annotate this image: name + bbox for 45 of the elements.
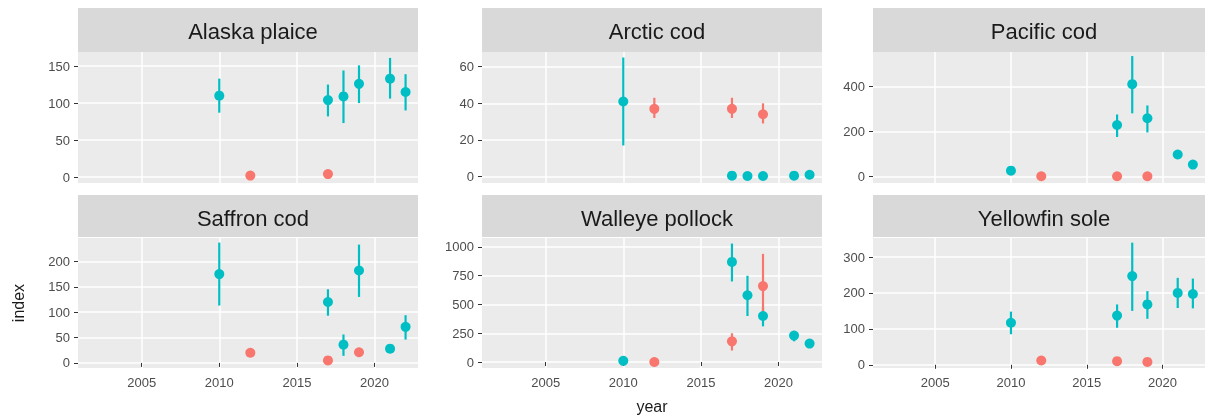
- y-axis-title: index: [9, 283, 27, 323]
- y-tick-label: 500: [452, 297, 474, 312]
- y-tick-label: 50: [55, 330, 70, 346]
- x-tick-label: 2015: [282, 375, 312, 390]
- x-tick-label: 2015: [686, 375, 716, 390]
- x-tick-label: 2010: [996, 375, 1026, 390]
- x-tick-label: 2005: [531, 375, 561, 390]
- x-tick-label: 2005: [127, 375, 157, 390]
- x-tick-label: 2020: [1148, 375, 1178, 390]
- y-tick-label: 0: [857, 168, 865, 184]
- y-tick-label: 20: [459, 132, 474, 148]
- x-tick-label: 2005: [920, 375, 950, 390]
- y-tick-label: 0: [857, 357, 865, 373]
- y-tick-label: 60: [459, 59, 474, 75]
- chart-title: Alaska plaice: [188, 18, 318, 44]
- y-tick-label: 750: [452, 268, 474, 284]
- chart-title: Yellowfin sole: [977, 205, 1111, 231]
- x-tick-label: 2020: [764, 375, 793, 390]
- y-tick-label: 0: [62, 169, 70, 185]
- y-tick-label: 200: [843, 285, 865, 301]
- y-tick-label: 0: [62, 355, 70, 371]
- chart-title: Walleye pollock: [580, 205, 735, 231]
- x-tick-label: 2015: [1072, 375, 1102, 390]
- y-tick-label: 150: [48, 279, 70, 295]
- y-tick-label: 150: [48, 58, 70, 74]
- y-tick-label: 0: [466, 169, 474, 185]
- chart-title: Pacific cod: [990, 18, 1098, 44]
- x-axis-title: year: [636, 397, 669, 415]
- x-tick-label: 2020: [360, 375, 389, 390]
- y-tick-label: 100: [48, 95, 70, 111]
- y-tick-label: 200: [48, 253, 70, 269]
- y-tick-label: 100: [843, 321, 865, 337]
- y-tick-label: 1000: [445, 239, 474, 255]
- chart-title: Arctic cod: [608, 18, 706, 44]
- x-tick-label: 2010: [204, 375, 234, 390]
- y-tick-label: 200: [843, 123, 865, 139]
- y-tick-label: 40: [459, 95, 474, 111]
- y-tick-label: 250: [452, 325, 474, 341]
- y-tick-label: 400: [843, 78, 865, 94]
- y-tick-label: 50: [55, 132, 70, 148]
- y-tick-label: 0: [466, 354, 474, 370]
- y-tick-label: 100: [48, 304, 70, 320]
- x-tick-label: 2010: [608, 375, 638, 390]
- y-tick-label: 300: [843, 249, 865, 265]
- chart-title: Saffron cod: [196, 205, 310, 231]
